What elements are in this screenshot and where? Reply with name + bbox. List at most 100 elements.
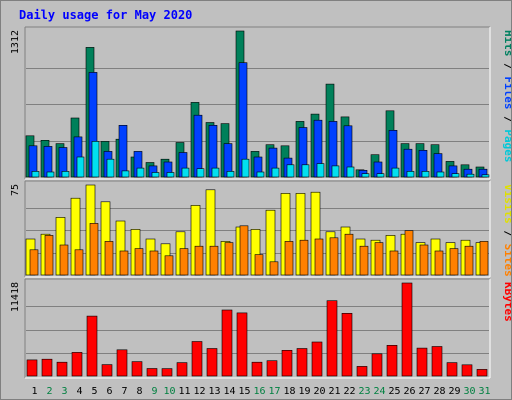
x-tick-label: 11 [178, 386, 190, 397]
bar-kbytes-11 [176, 362, 188, 377]
legend-part: KBytes [502, 282, 511, 322]
bar-kbytes-6 [101, 364, 113, 377]
x-tick-label: 25 [388, 386, 400, 397]
bar-kbytes-20 [311, 341, 323, 377]
bar-kbytes-22 [341, 312, 353, 377]
bar-kbytes-9 [146, 368, 158, 377]
bar-pages-15 [241, 158, 250, 178]
bar-pages-27 [421, 171, 430, 178]
bar-kbytes-29 [446, 362, 458, 377]
bar-sites-26 [404, 230, 414, 276]
bar-sites-18 [284, 241, 294, 276]
bar-kbytes-17 [266, 360, 278, 377]
x-tick-label: 3 [61, 386, 67, 397]
bar-kbytes-10 [161, 368, 173, 377]
x-tick-label: 14 [223, 386, 235, 397]
bar-pages-25 [391, 167, 400, 178]
bar-sites-8 [134, 248, 144, 276]
bar-sites-6 [104, 241, 114, 276]
bar-sites-27 [419, 244, 429, 276]
x-tick-label: 18 [283, 386, 295, 397]
x-tick-label: 26 [403, 386, 415, 397]
x-tick-label: 15 [238, 386, 250, 397]
bar-sites-19 [299, 239, 309, 276]
legend-part: Visits [502, 184, 511, 224]
bar-pages-11 [181, 167, 190, 178]
x-tick-label: 27 [418, 386, 430, 397]
bar-sites-17 [269, 261, 279, 276]
bar-pages-20 [316, 163, 325, 178]
bar-kbytes-8 [131, 361, 143, 377]
bar-pages-16 [256, 171, 265, 178]
legend-part: Sites [502, 244, 511, 277]
legend-part: / [502, 57, 511, 77]
x-tick-label: 16 [253, 386, 265, 397]
bar-kbytes-12 [191, 341, 203, 377]
bar-sites-31 [479, 241, 489, 276]
bar-sites-5 [89, 223, 99, 276]
x-tick-label: 6 [106, 386, 112, 397]
bar-sites-15 [239, 225, 249, 276]
legend-part: / [502, 224, 511, 244]
bar-pages-3 [61, 171, 70, 178]
bar-pages-18 [286, 164, 295, 178]
bar-sites-11 [179, 248, 189, 276]
bar-files-7 [118, 125, 128, 178]
bar-kbytes-4 [71, 352, 83, 377]
bar-files-12 [193, 114, 203, 178]
bar-pages-30 [466, 173, 475, 178]
bar-kbytes-16 [251, 361, 263, 377]
bar-pages-23 [361, 173, 370, 178]
bar-pages-31 [481, 174, 490, 178]
bar-pages-12 [196, 168, 205, 178]
x-tick-label: 23 [358, 386, 370, 397]
y-max-label: 11418 [10, 282, 21, 312]
bar-sites-21 [329, 237, 339, 276]
x-tick-label: 29 [448, 386, 460, 397]
bar-sites-20 [314, 238, 324, 276]
bar-sites-4 [74, 249, 84, 276]
x-tick-label: 19 [298, 386, 310, 397]
bar-pages-10 [166, 172, 175, 178]
bar-kbytes-26 [401, 282, 413, 377]
bar-kbytes-31 [476, 369, 488, 377]
bar-sites-9 [149, 250, 159, 276]
bar-kbytes-27 [416, 347, 428, 377]
bar-kbytes-25 [386, 344, 398, 377]
bar-sites-12 [194, 245, 204, 276]
bar-kbytes-3 [56, 361, 68, 377]
bar-kbytes-2 [41, 358, 53, 377]
x-tick-label: 12 [193, 386, 205, 397]
bar-kbytes-15 [236, 312, 248, 377]
x-tick-label: 5 [91, 386, 97, 397]
series-legend-label: Hits / Files / Pages [502, 30, 511, 163]
bar-pages-6 [106, 158, 115, 178]
bar-sites-1 [29, 249, 39, 276]
bar-kbytes-7 [116, 349, 128, 377]
x-tick-label: 24 [373, 386, 385, 397]
x-tick-label: 17 [268, 386, 280, 397]
x-tick-label: 8 [136, 386, 142, 397]
bar-kbytes-28 [431, 346, 443, 377]
x-tick-label: 31 [478, 386, 490, 397]
bar-sites-30 [464, 245, 474, 276]
bar-pages-7 [121, 170, 130, 178]
x-tick-label: 21 [328, 386, 340, 397]
chart-title: Daily usage for May 2020 [19, 8, 193, 22]
bar-pages-4 [76, 156, 85, 178]
x-tick-label: 1 [31, 386, 37, 397]
bar-sites-2 [44, 235, 54, 276]
bar-kbytes-30 [461, 364, 473, 377]
panel-kbytes [25, 279, 490, 378]
x-tick-label: 28 [433, 386, 445, 397]
y-max-label: 75 [10, 184, 21, 196]
legend-part: / [502, 110, 511, 130]
legend-part: Pages [502, 129, 511, 162]
bar-kbytes-23 [356, 366, 368, 377]
bar-pages-29 [451, 173, 460, 178]
legend-part: Hits [502, 30, 511, 57]
series-legend-label: Visits / Sites [502, 184, 511, 277]
x-tick-label: 30 [463, 386, 475, 397]
